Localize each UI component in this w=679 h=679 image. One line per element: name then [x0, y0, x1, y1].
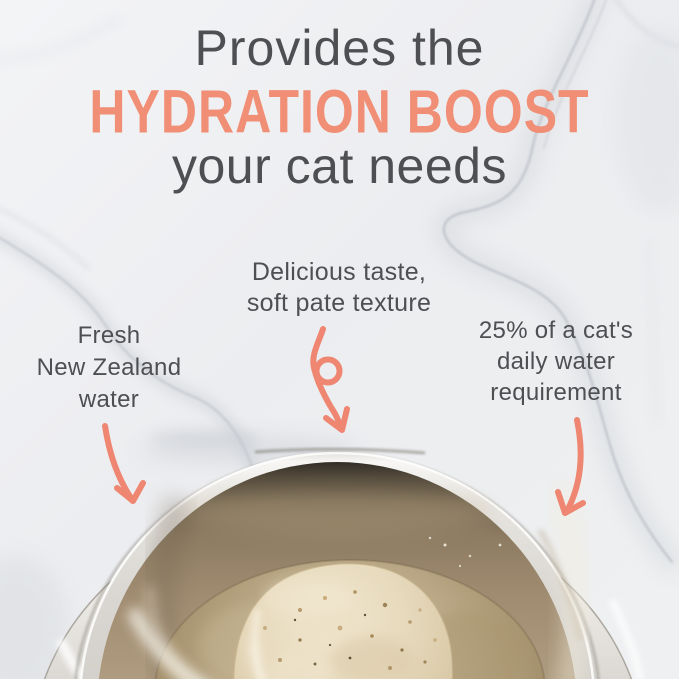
headline-line1: Provides the — [194, 20, 485, 76]
center-loop-arrow-icon — [310, 326, 350, 433]
callout-center-line2: soft pate texture — [246, 289, 432, 317]
callout-water-requirement: 25% of a cat's daily water requirement — [479, 315, 633, 408]
headline-line3: your cat needs — [172, 138, 507, 194]
callout-taste-texture: Delicious taste, soft pate texture — [247, 257, 431, 319]
callout-left-line3: water — [78, 386, 140, 413]
callout-right-line2: daily water — [496, 348, 616, 375]
callout-left-line1: Fresh — [77, 322, 141, 349]
callout-right-line3: requirement — [490, 379, 622, 406]
pate-food — [233, 563, 453, 679]
callout-left-line2: New Zealand — [36, 354, 182, 381]
callout-fresh-water: Fresh New Zealand water — [37, 320, 182, 416]
callout-center-line1: Delicious taste, — [251, 258, 427, 286]
headline-accent: HYDRATION BOOST — [89, 77, 590, 147]
pate-speckles — [263, 590, 437, 670]
callout-right-line1: 25% of a cat's — [478, 317, 634, 344]
left-curved-arrow-icon — [102, 423, 146, 504]
right-curved-arrow-icon — [555, 417, 586, 516]
steel-reflections — [128, 484, 587, 679]
